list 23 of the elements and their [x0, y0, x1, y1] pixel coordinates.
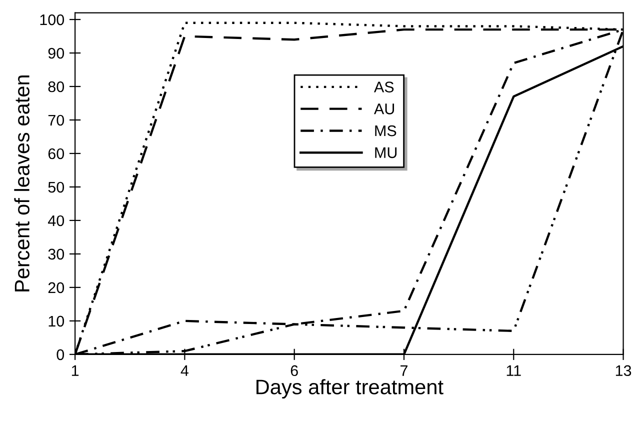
legend-label: MS	[375, 125, 396, 136]
y-tick-label: 70	[48, 114, 64, 126]
y-tick-label: 50	[48, 182, 64, 193]
x-tick-label: 11	[506, 365, 521, 376]
y-tick-label: 30	[48, 248, 64, 260]
y-tick-label: 10	[48, 316, 64, 327]
y-axis-title: Percent of leaves eaten	[14, 76, 30, 292]
y-tick-label: 80	[48, 81, 64, 92]
x-tick-label: 6	[290, 365, 298, 376]
y-tick-label: 100	[40, 14, 64, 26]
x-tick-label: 13	[616, 365, 632, 376]
y-tick-label: 60	[48, 148, 64, 160]
x-tick-label: 7	[400, 365, 408, 376]
y-tick-label: 40	[48, 215, 64, 226]
y-tick-label: 20	[48, 282, 64, 294]
y-tick-label: 90	[48, 48, 64, 59]
x-tick-label: 1	[72, 365, 79, 376]
y-tick-label: 0	[56, 349, 64, 360]
legend-label: MU	[375, 147, 397, 158]
x-tick-label: 4	[180, 365, 188, 376]
x-axis-title: Days after treatment	[256, 379, 444, 398]
legend-label: AS	[374, 82, 394, 92]
legend-label: AU	[374, 104, 394, 114]
